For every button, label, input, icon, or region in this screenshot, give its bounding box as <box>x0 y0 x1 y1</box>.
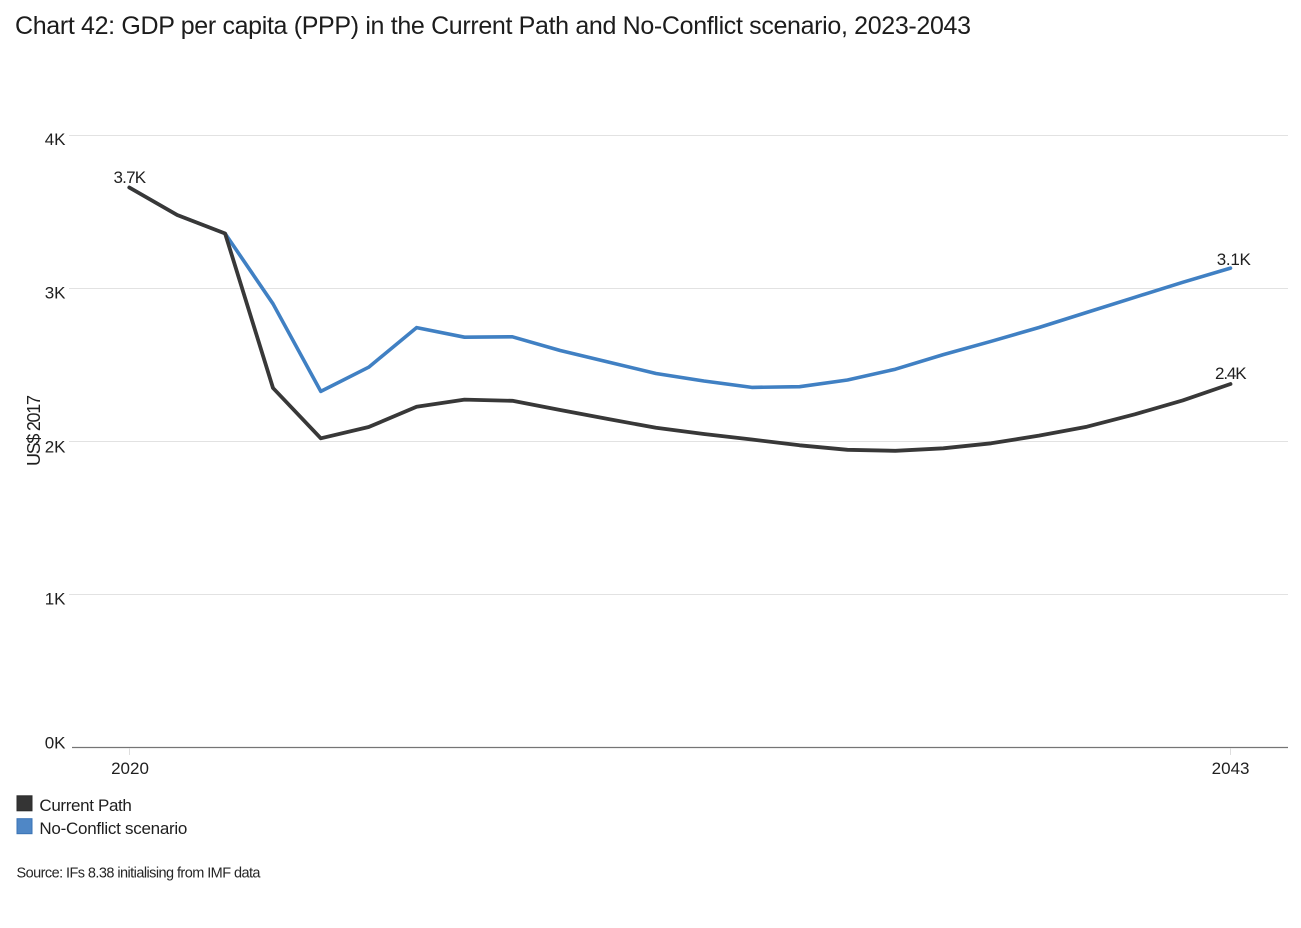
svg-text:US$ 2017: US$ 2017 <box>24 395 44 466</box>
svg-text:1K: 1K <box>45 590 66 609</box>
svg-text:0K: 0K <box>45 733 66 752</box>
svg-text:3.1K: 3.1K <box>1217 250 1252 269</box>
svg-text:Chart 42: GDP per capita (PPP): Chart 42: GDP per capita (PPP) in the Cu… <box>15 12 971 40</box>
svg-text:Current Path: Current Path <box>39 796 131 815</box>
svg-text:No-Conflict scenario: No-Conflict scenario <box>39 819 187 838</box>
svg-text:2020: 2020 <box>111 759 149 778</box>
svg-text:2.4K: 2.4K <box>1215 364 1247 383</box>
svg-text:3K: 3K <box>45 283 66 302</box>
svg-text:4K: 4K <box>45 130 66 149</box>
svg-text:Source: IFs 8.38 initialising: Source: IFs 8.38 initialising from IMF d… <box>17 866 262 882</box>
svg-text:2K: 2K <box>45 438 66 457</box>
svg-text:3.7K: 3.7K <box>114 168 147 187</box>
svg-text:2043: 2043 <box>1212 759 1250 778</box>
